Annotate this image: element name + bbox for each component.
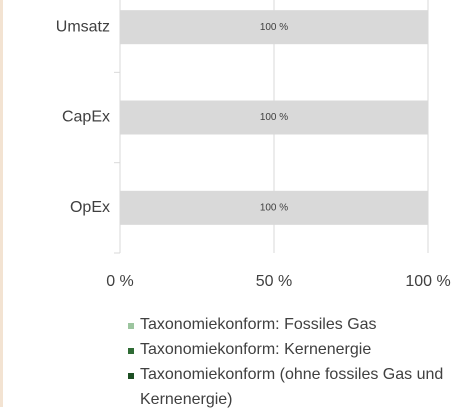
legend-swatch [128,373,134,379]
y-tick-label: Umsatz [56,18,110,35]
y-tick-label: CapEx [62,109,110,126]
y-tick-label: OpEx [70,199,110,216]
legend-label: Taxonomiekonform: Kernenergie [140,341,372,358]
legend-item: Taxonomiekonform (ohne fossiles Gas und … [128,362,448,412]
data-label: 100 % [260,112,288,123]
legend-label: Taxonomiekonform: Fossiles Gas [140,316,377,333]
x-tick-label: 100 % [405,273,450,290]
x-tick-label: 0 % [106,273,134,290]
legend-swatch [128,323,134,329]
bar [120,10,428,45]
legend-swatch [128,348,134,354]
legend-item: Taxonomiekonform: Fossiles Gas [128,312,448,337]
x-tick-label: 50 % [256,273,292,290]
chart: 0 %50 %100 %Umsatz%100 %CapEx%100 %OpEx%… [56,0,451,290]
legend-item: Taxonomiekonform: Kernenergie [128,337,448,362]
data-label: 100 % [260,22,288,33]
edge [0,0,3,407]
bar [120,100,428,135]
data-label: 100 % [260,202,288,213]
bar [120,190,428,225]
legend: Taxonomiekonform: Fossiles Gas Taxonomiek… [128,312,448,412]
legend-label: Taxonomiekonform (ohne fossiles Gas und … [140,366,444,408]
